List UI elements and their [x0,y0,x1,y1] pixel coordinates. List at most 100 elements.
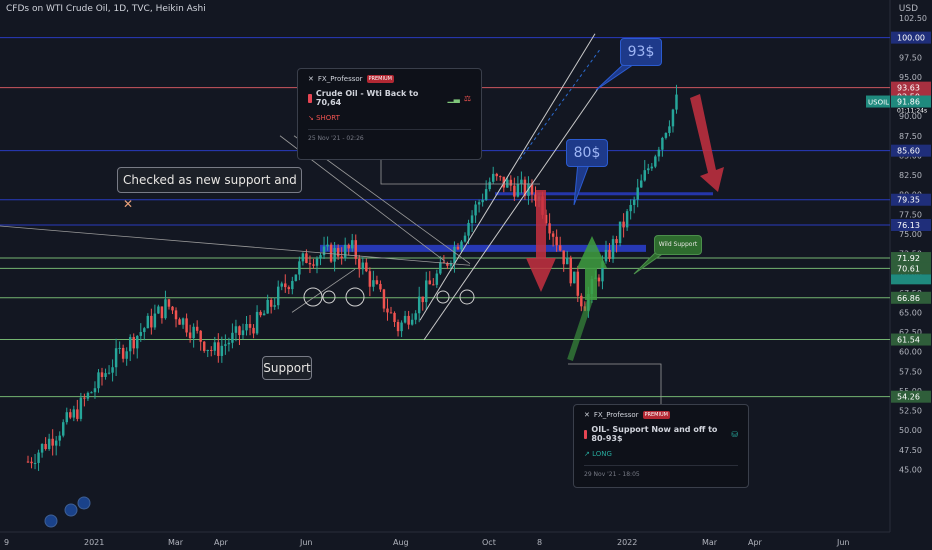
divider [308,129,471,130]
idea-title[interactable]: OIL- Support Now and off to 80-93$ [591,425,718,443]
price-level-tag [891,144,931,157]
candle-body [417,296,421,314]
candle-body [361,262,365,270]
price-level-label: 85.60 [897,147,920,156]
idea-card-short[interactable]: ✕ FX_Professor PREMIUM Crude Oil - Wti B… [297,68,482,160]
candle-body [291,280,294,290]
price-level-label: 61.54 [897,336,920,345]
candle-body [65,412,69,423]
candle-body [62,422,65,436]
price-level-label: 66.86 [897,294,920,303]
candle-body [217,342,220,356]
bearish-arrow [526,190,556,292]
candle-body [167,299,171,307]
candle-body [488,181,491,190]
checked-label: Checked as new support and [123,173,297,187]
candle-body [269,299,273,307]
pointer-line [291,268,356,313]
candle-body [136,335,139,349]
target-80-callout: 80$ [566,139,608,167]
candle-body [30,461,33,464]
candle-body [534,194,537,201]
candle-body [143,328,146,333]
x-tick-label: Apr [214,538,229,547]
candle-body [132,337,135,349]
candle-body [432,284,435,286]
candle-body [128,337,132,352]
candle-body [329,244,333,262]
candle-body [107,372,111,374]
candle-body [400,322,403,332]
candle-body [386,308,389,313]
candle-body [382,289,386,309]
y-tick-label: 50.00 [899,426,922,435]
candle-body [580,295,583,307]
y-tick-label: 75.00 [899,230,922,239]
scale-icon: ⚖ [463,93,471,103]
candle-body [410,319,414,325]
candle-body [125,351,128,359]
candle-body [308,262,312,265]
candle-body [347,244,350,249]
idea-timestamp: 25 Nov '21 - 02:26 [308,135,364,142]
candle-body [139,332,143,336]
candle-body [403,315,407,323]
price-level-label: 93.63 [897,84,920,93]
candle-body [456,246,460,250]
candle-body [153,313,157,328]
candle-body [276,286,280,306]
x-tick-label: Apr [748,538,763,547]
candle-body [470,215,474,223]
candle-body [601,261,604,282]
target-80-label: 80$ [573,145,601,161]
candle-body [562,250,565,265]
candle-body [336,247,340,257]
candle-body [421,296,424,303]
candle-body [449,263,453,266]
candle-body [343,244,347,259]
candle-body [333,247,336,262]
candle-body [618,221,622,244]
candle-body [259,311,262,316]
candle-body [76,409,79,419]
candle-body [160,306,164,319]
candle-body [453,246,456,264]
candle-body [414,313,417,320]
support-circle [436,290,450,304]
ticker-countdown: 01:11:24s [897,108,927,115]
candle-body [484,189,488,200]
candle-body [224,344,227,346]
candle-body [174,310,178,320]
candle-body [234,326,238,333]
candle-body [548,223,551,234]
candle-body [47,438,51,450]
idea-title-row: Crude Oil - Wti Back to 70,64 ▁▃ ⚖ [308,89,471,107]
candle-body [58,435,61,441]
price-level-tag [891,390,931,403]
y-tick-label: 77.50 [899,210,922,219]
candle-body [340,256,343,259]
candle-body [396,322,400,332]
candle-body [425,280,428,303]
candle-body [86,392,90,399]
candle-body [241,330,245,336]
candle-body [622,221,625,228]
candle-body [393,312,396,323]
ticker-label: USOIL [868,99,889,107]
candle-body [262,313,266,316]
idea-card-long[interactable]: ✕ FX_Professor PREMIUM OIL- Support Now … [573,404,749,488]
candle-body [495,173,498,177]
candle-body [319,255,322,259]
candle-body [238,326,241,336]
crossed-swords-icon: ✕ [123,197,134,211]
candle-body [509,179,513,186]
candle-body [195,326,199,331]
price-level-label: 70.61 [897,264,920,273]
ticker-tag[interactable] [866,95,890,108]
candle-body [83,397,86,399]
support-circle [345,287,365,307]
candle-body [632,199,636,205]
idea-title[interactable]: Crude Oil - Wti Back to 70,64 [315,89,419,107]
